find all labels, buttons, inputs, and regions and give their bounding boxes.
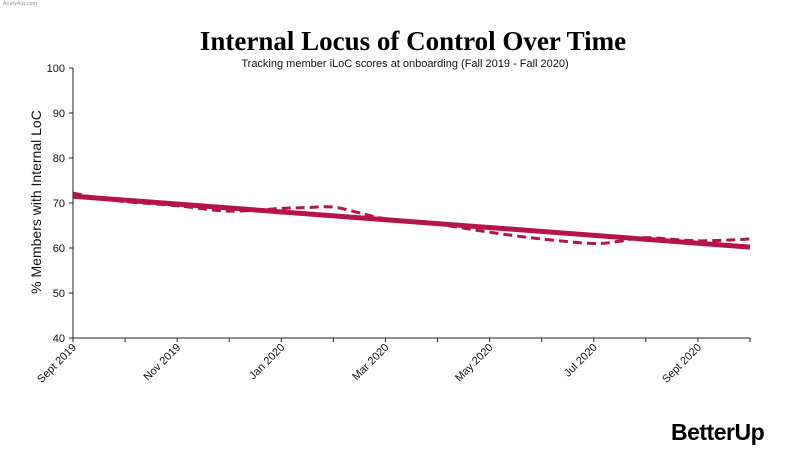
series-line-dashed xyxy=(72,191,751,246)
chart-axes: 40 50 60 70 80 90 100 Sept 2019 Nov 2019 Jan 2020… xyxy=(35,63,751,386)
x-tick-label: Nov 2019 xyxy=(141,342,183,384)
y-axis-title: % Members with Internal LoC xyxy=(28,110,44,294)
series-line-solid xyxy=(72,193,751,250)
x-tick-label: Jul 2020 xyxy=(562,342,600,380)
y-tick-label: 100 xyxy=(47,63,65,75)
y-tick-label: 70 xyxy=(53,198,65,210)
y-tick-label: 90 xyxy=(53,108,65,120)
chart-subtitle: Tracking member iLoC scores at onboardin… xyxy=(241,58,569,70)
y-tick-label: 50 xyxy=(53,288,65,300)
x-tick-label: Sept 2019 xyxy=(35,342,79,386)
x-tick-label: May 2020 xyxy=(453,342,496,385)
x-tick-label: Jan 2020 xyxy=(247,342,287,382)
y-tick-label: 80 xyxy=(53,153,65,165)
y-tick-label: 40 xyxy=(53,333,65,345)
y-tick-label: 60 xyxy=(53,243,65,255)
chart-lines xyxy=(72,191,751,250)
x-tick-label: Mar 2020 xyxy=(350,342,391,383)
x-tick-label: Sept 2020 xyxy=(660,342,704,386)
chart-title: Internal Locus of Control Over Time xyxy=(199,26,627,56)
watermark-text: AnalyAiq.com xyxy=(3,1,38,7)
betterup-logo: BetterUp xyxy=(671,419,765,445)
